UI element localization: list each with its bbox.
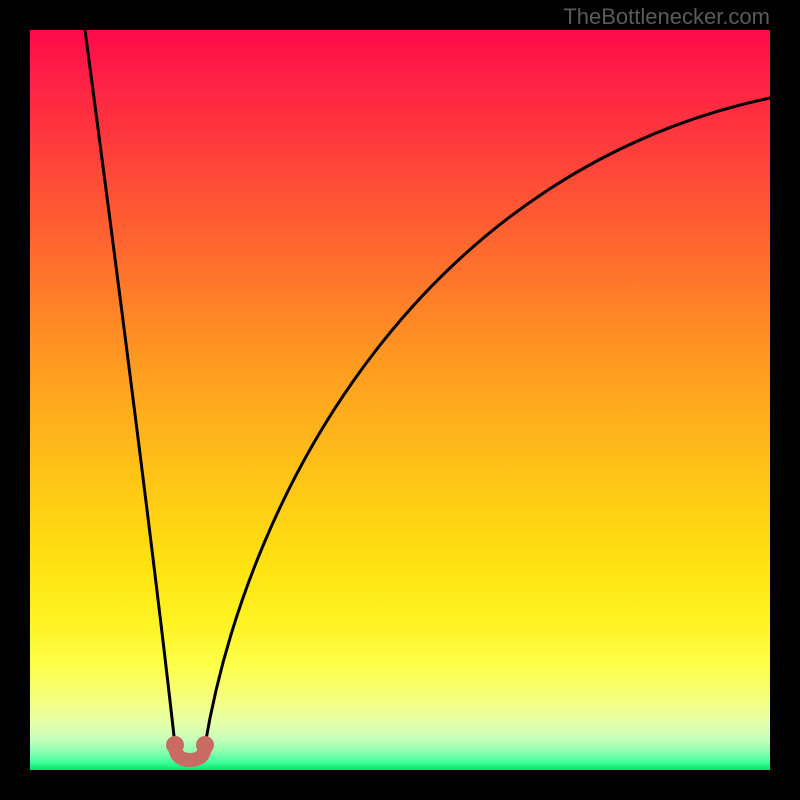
curve-right-branch <box>190 98 770 760</box>
curve-valley-knob-left <box>166 736 184 754</box>
curve-valley-knob-right <box>196 736 214 754</box>
curve-layer <box>0 0 800 800</box>
watermark-text: TheBottlenecker.com <box>563 4 770 30</box>
curve-left-branch <box>85 30 190 760</box>
chart-root: TheBottlenecker.com <box>0 0 800 800</box>
